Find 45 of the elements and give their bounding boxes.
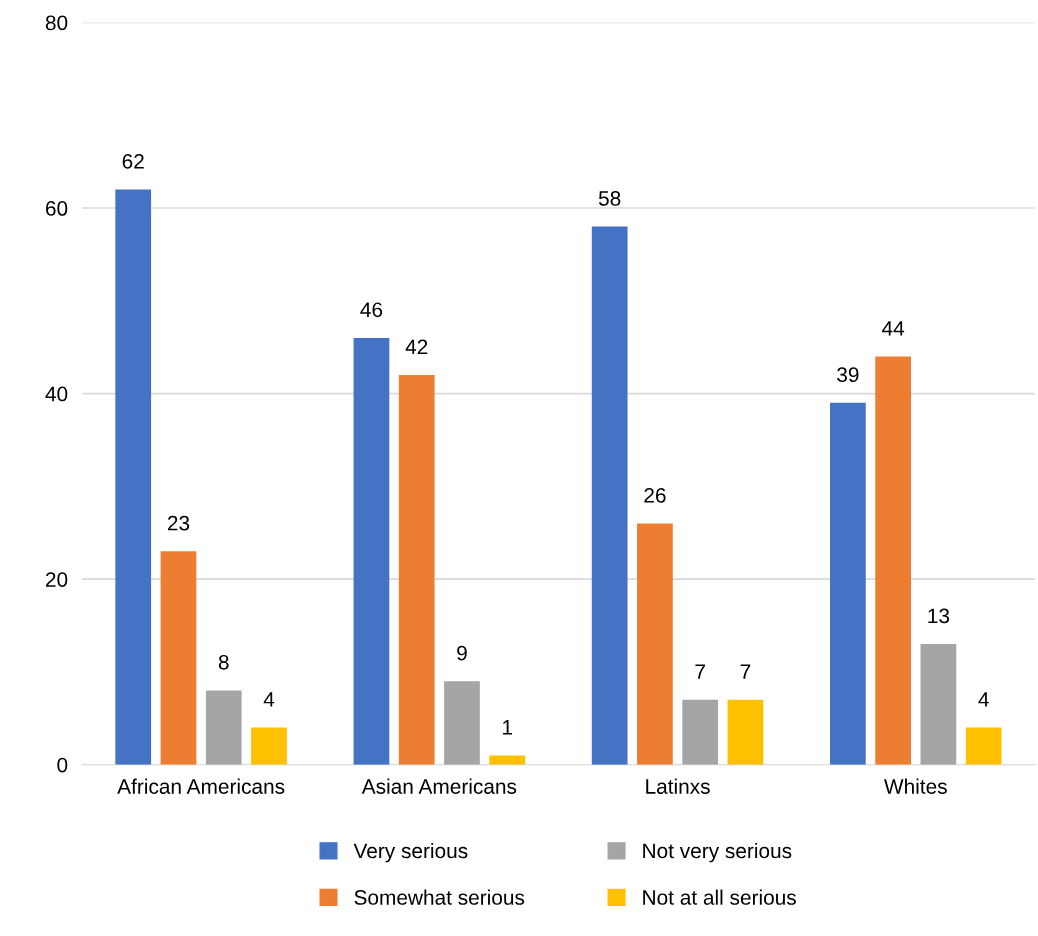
y-tick-label: 0 <box>57 757 68 773</box>
data-label: 7 <box>695 664 705 679</box>
data-label: 26 <box>644 487 666 503</box>
data-label: 1 <box>503 720 512 735</box>
bar <box>920 644 957 765</box>
x-tick-label: Whites <box>884 778 947 794</box>
x-tick-label: Latinxs <box>646 778 710 794</box>
y-tick-label: 40 <box>45 386 68 402</box>
bar <box>830 402 866 765</box>
data-label: 13 <box>928 608 950 624</box>
y-tick-label: 80 <box>45 15 68 31</box>
data-label: 44 <box>882 321 905 336</box>
data-label: 7 <box>740 664 751 679</box>
bar <box>682 699 719 765</box>
data-label: 62 <box>122 153 144 169</box>
bar <box>205 690 242 765</box>
data-label: 58 <box>598 191 621 206</box>
bar <box>727 699 764 765</box>
data-label: 42 <box>405 339 428 355</box>
bar <box>444 681 480 765</box>
data-label: 8 <box>218 654 229 670</box>
bar <box>591 226 628 765</box>
legend-label: Not at all serious <box>643 889 796 905</box>
bar <box>489 755 526 765</box>
bar <box>115 189 152 765</box>
legend-label: Very serious <box>353 842 468 863</box>
bar <box>160 551 197 765</box>
data-label: 39 <box>837 367 859 383</box>
data-label: 46 <box>360 302 383 318</box>
bar <box>637 523 673 765</box>
bar <box>251 727 287 765</box>
x-tick-label: African Americans <box>117 778 285 794</box>
data-label: 9 <box>457 645 467 661</box>
bar <box>965 727 1002 765</box>
legend-label: Somewhat serious <box>354 889 525 905</box>
legend-label: Not very serious <box>643 842 792 863</box>
y-tick-label: 20 <box>45 572 68 587</box>
data-label: 23 <box>167 515 190 531</box>
data-label: 4 <box>263 692 275 707</box>
x-tick-label: Asian Americans <box>361 778 517 794</box>
bar <box>353 337 390 765</box>
bar <box>398 375 435 765</box>
data-label: 4 <box>978 692 989 707</box>
y-tick-label: 60 <box>46 201 68 216</box>
bar <box>875 356 912 765</box>
